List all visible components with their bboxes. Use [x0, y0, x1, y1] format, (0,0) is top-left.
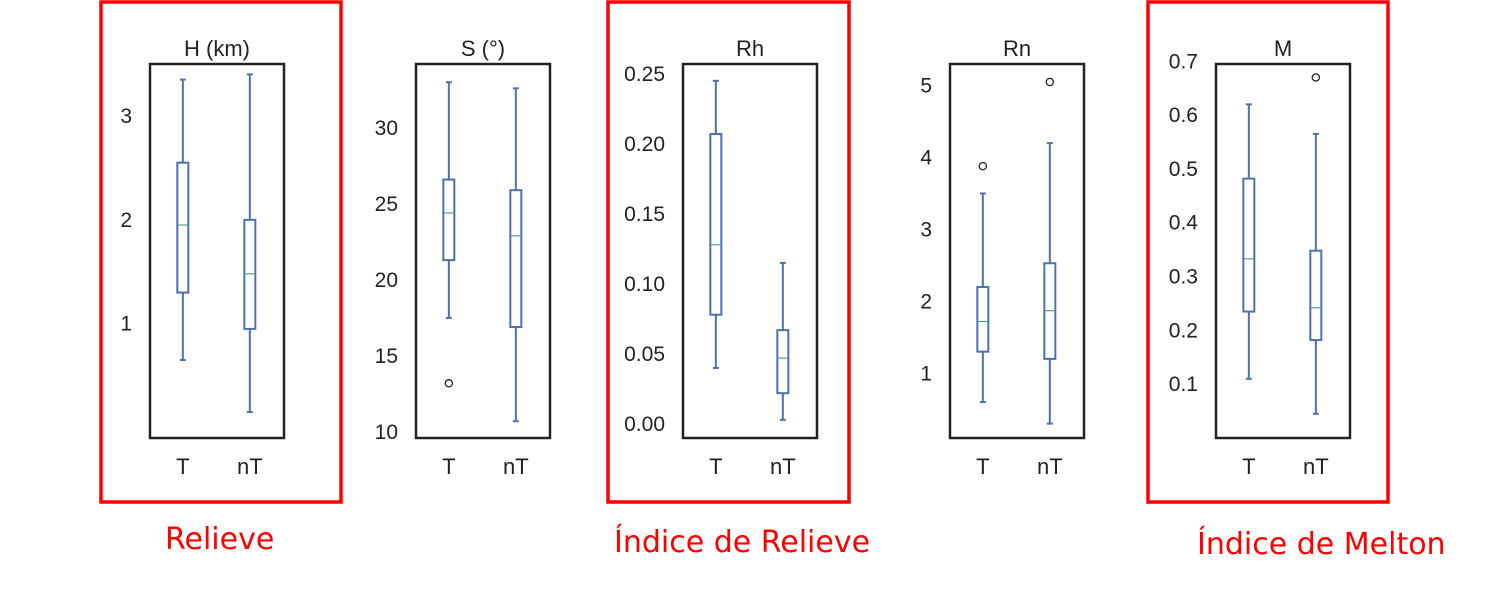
y-tick-label: 30 [375, 117, 398, 140]
y-tick-label: 0.15 [624, 203, 665, 226]
y-tick-label: 0.2 [1169, 319, 1198, 342]
x-tick-label: nT [770, 454, 796, 479]
y-tick-label: 15 [375, 345, 398, 368]
y-tick-label: 3 [920, 218, 932, 241]
x-tick-label: T [976, 454, 989, 479]
box-iqr [776, 329, 790, 395]
y-tick-label: 1 [120, 313, 132, 336]
y-tick-label: 0.10 [624, 273, 665, 296]
axes-frame [1214, 62, 1352, 440]
box-iqr [1309, 249, 1323, 342]
y-tick-label: 0.3 [1169, 266, 1198, 289]
axes-frame [948, 62, 1086, 440]
highlight-box [99, 0, 343, 504]
x-tick-label: nT [237, 454, 263, 479]
x-tick-label: T [442, 454, 455, 479]
x-tick-label: T [176, 454, 189, 479]
x-tick-label: nT [1303, 454, 1329, 479]
y-tick-label: 20 [375, 269, 398, 292]
axes-frame [148, 62, 286, 440]
x-tick-label: T [709, 454, 722, 479]
y-tick-label: 0.1 [1169, 373, 1198, 396]
outlier-point [978, 161, 988, 171]
highlight-box [606, 0, 851, 504]
y-tick-label: 0.20 [624, 133, 665, 156]
panel-title: M [1274, 36, 1292, 61]
axes-frame [681, 62, 819, 440]
y-tick-label: 5 [920, 75, 932, 98]
y-tick-label: 0.00 [624, 413, 665, 436]
y-tick-label: 25 [375, 193, 398, 216]
box-iqr [509, 189, 523, 329]
y-tick-label: 3 [120, 105, 132, 128]
box-iqr [709, 133, 723, 316]
x-tick-label: nT [1037, 454, 1063, 479]
y-tick-label: 4 [920, 147, 932, 170]
axes-frame [414, 62, 552, 440]
caption-relieve: Relieve [165, 522, 275, 557]
y-tick-label: 0.5 [1169, 158, 1198, 181]
x-tick-label: T [1242, 454, 1255, 479]
outlier-point [1045, 77, 1055, 87]
outlier-point [1311, 73, 1321, 82]
highlight-box [1146, 0, 1390, 504]
y-tick-label: 0.6 [1169, 104, 1198, 127]
y-tick-label: 0.4 [1169, 212, 1199, 235]
caption-indice-de-relieve: Índice de Relieve [614, 525, 871, 560]
y-tick-label: 1 [920, 362, 932, 385]
caption-indice-de-melton: Índice de Melton [1197, 527, 1446, 562]
y-tick-label: 0.05 [624, 343, 665, 366]
y-tick-label: 0.25 [624, 63, 665, 86]
y-tick-label: 2 [120, 209, 132, 232]
panel-title: Rn [1003, 36, 1031, 61]
x-tick-label: nT [503, 454, 529, 479]
y-tick-label: 10 [375, 421, 398, 444]
outlier-point [444, 379, 454, 388]
y-tick-label: 2 [920, 290, 932, 313]
box-iqr [976, 285, 990, 353]
panel-title: H (km) [184, 36, 250, 61]
panel-title: S (°) [461, 36, 505, 61]
box-iqr [442, 178, 456, 262]
panel-title: Rh [736, 36, 764, 61]
y-tick-label: 0.7 [1169, 50, 1198, 73]
box-iqr [176, 161, 190, 294]
box-iqr [1242, 177, 1256, 313]
